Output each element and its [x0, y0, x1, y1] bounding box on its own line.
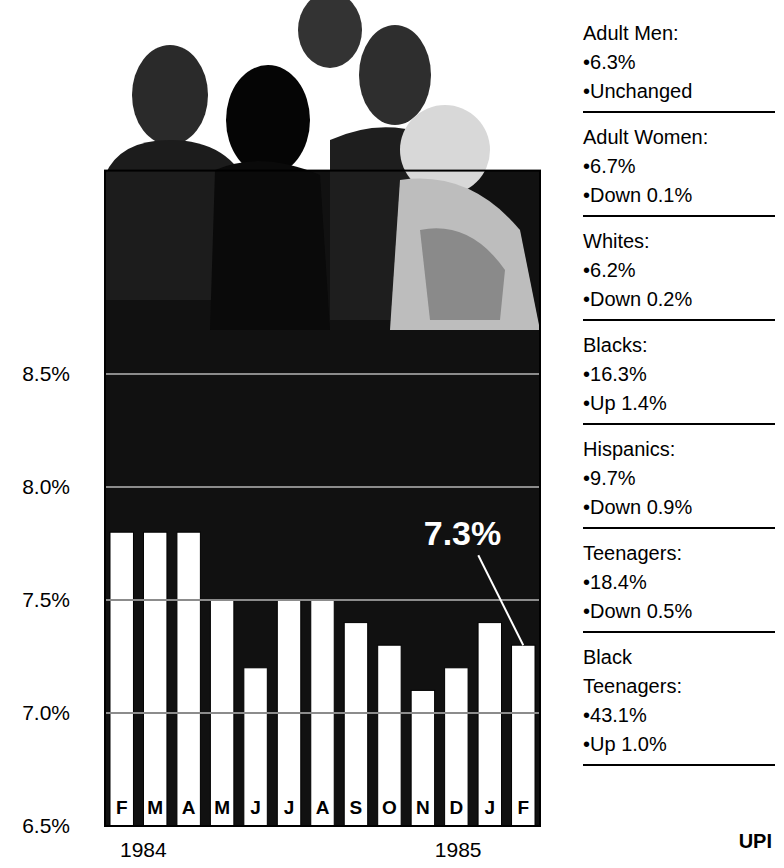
x-tick-label: M [147, 797, 163, 818]
panel-separator [583, 631, 775, 633]
photo-shape [359, 25, 431, 125]
bar [445, 668, 468, 826]
panel-separator [583, 319, 775, 321]
x-tick-labels: FMAMJJASONDJF [116, 797, 529, 818]
bar [512, 645, 535, 826]
panel-change: •Unchanged [583, 80, 692, 102]
panel-separator [583, 215, 775, 217]
y-tick-label: 6.5% [22, 814, 70, 837]
bars [110, 532, 535, 826]
photo-shape [420, 228, 505, 320]
x-tick-label: J [284, 797, 295, 818]
panel-label-line: Teenagers: [583, 675, 682, 697]
x-tick-label: J [250, 797, 261, 818]
panel-label: Blacks: [583, 334, 647, 356]
bar [177, 532, 200, 826]
side-panel: Adult Men: •6.3% •Unchanged Adult Women: •6.… [583, 22, 775, 765]
annotations: 7.3% 1984 1985 [120, 514, 523, 861]
bar [478, 623, 501, 826]
callout-label: 7.3% [424, 514, 502, 552]
photo-shape [132, 45, 208, 145]
panel-label: Hispanics: [583, 438, 675, 460]
panel-label: Black Teenagers: [583, 646, 682, 697]
x-tick-label: A [182, 797, 196, 818]
panel-value: •16.3% [583, 363, 647, 385]
x-tick-label: S [350, 797, 363, 818]
grid-line [105, 373, 540, 375]
panel-value: •18.4% [583, 571, 647, 593]
x-tick-label: D [449, 797, 463, 818]
panel-value: •6.2% [583, 259, 636, 281]
x-tick-label: A [316, 797, 330, 818]
x-tick-label: M [214, 797, 230, 818]
x-tick-label: N [416, 797, 430, 818]
x-tick-label: J [485, 797, 496, 818]
grid [105, 374, 540, 826]
panel-label: Adult Women: [583, 126, 708, 148]
y-tick-label: 8.0% [22, 475, 70, 498]
bar [143, 532, 166, 826]
panel-change: •Up 1.4% [583, 392, 667, 414]
panel-value: •6.7% [583, 155, 636, 177]
bar [378, 645, 401, 826]
panel-label: Teenagers: [583, 542, 682, 564]
plot-frame [105, 171, 540, 826]
x-tick-label: F [517, 797, 529, 818]
panel-label: Adult Men: [583, 22, 679, 44]
bar [344, 623, 367, 826]
panel-change: •Down 0.9% [583, 496, 692, 518]
bar [110, 532, 133, 826]
source: UPI [739, 830, 772, 852]
panel-change: •Down 0.5% [583, 600, 692, 622]
panel-separator [583, 527, 775, 529]
panel-value: •43.1% [583, 704, 647, 726]
x-tick-label: F [116, 797, 128, 818]
chart: 6.5%7.0%7.5%8.0%8.5%FMAMJJASONDJF7.3%198… [0, 0, 784, 868]
bar [244, 668, 267, 826]
photo-shape [210, 161, 330, 330]
y-tick-label: 7.0% [22, 701, 70, 724]
callout-line [478, 555, 523, 645]
photo-shape [226, 65, 310, 175]
panel-change: •Down 0.2% [583, 288, 692, 310]
panel-separator [583, 111, 775, 113]
panel-label: Whites: [583, 230, 650, 252]
panel-separator [583, 423, 775, 425]
x-tick-label: O [382, 797, 397, 818]
y-tick-labels: 6.5% 7.0% 7.5% 8.0% 8.5% [22, 362, 70, 837]
year-label: 1985 [435, 838, 482, 861]
panel-label-line: Black [583, 646, 633, 668]
bar [411, 690, 434, 826]
photo-shape [298, 0, 362, 68]
photo [105, 0, 540, 826]
grid-line [105, 599, 540, 601]
grid-line [105, 712, 540, 714]
grid-line [105, 486, 540, 488]
panel-separator [583, 764, 775, 766]
panel-value: •6.3% [583, 51, 636, 73]
year-label: 1984 [120, 838, 167, 861]
panel-change: •Up 1.0% [583, 733, 667, 755]
photo-shape [390, 179, 540, 330]
panel-value: •9.7% [583, 467, 636, 489]
y-tick-label: 7.5% [22, 588, 70, 611]
panel-change: •Down 0.1% [583, 184, 692, 206]
y-tick-label: 8.5% [22, 362, 70, 385]
